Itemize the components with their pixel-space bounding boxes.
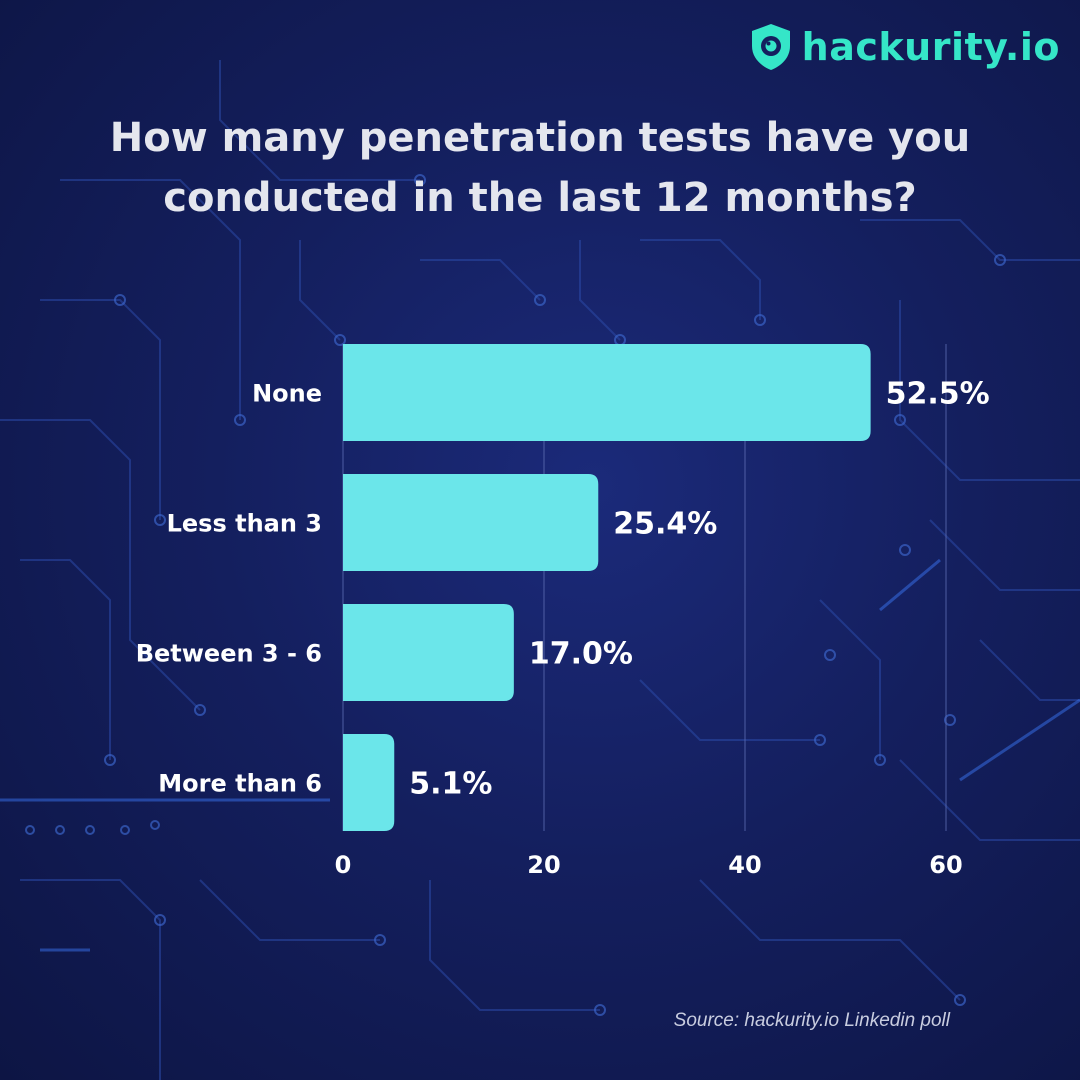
data-label: 25.4% [613,507,717,542]
category-label: More than 6 [158,770,322,798]
bar[interactable] [343,344,871,441]
x-tick-label: 20 [527,851,560,879]
shield-eye-icon [751,24,790,70]
data-label: 17.0% [529,637,633,672]
category-label: None [252,380,322,408]
brand-name: hackurity.io [801,25,1060,69]
source-note: Source: hackurity.io Linkedin poll [673,1010,950,1031]
bar[interactable] [343,474,599,571]
chart-title-line-2: conducted in the last 12 months? [163,175,917,221]
brand-logo[interactable]: hackurity.io [748,22,1060,72]
x-tick-label: 60 [929,851,962,879]
x-tick-label: 40 [728,851,761,879]
x-tick-label: 0 [335,851,352,879]
data-label: 52.5% [886,377,990,412]
data-label: 5.1% [409,767,492,802]
bar[interactable] [343,734,395,831]
category-label: Between 3 - 6 [136,640,322,668]
chart-title: How many penetration tests have you cond… [0,108,1080,228]
category-label: Less than 3 [167,510,322,538]
chart-title-line-1: How many penetration tests have you [109,115,971,161]
bar[interactable] [343,604,514,701]
